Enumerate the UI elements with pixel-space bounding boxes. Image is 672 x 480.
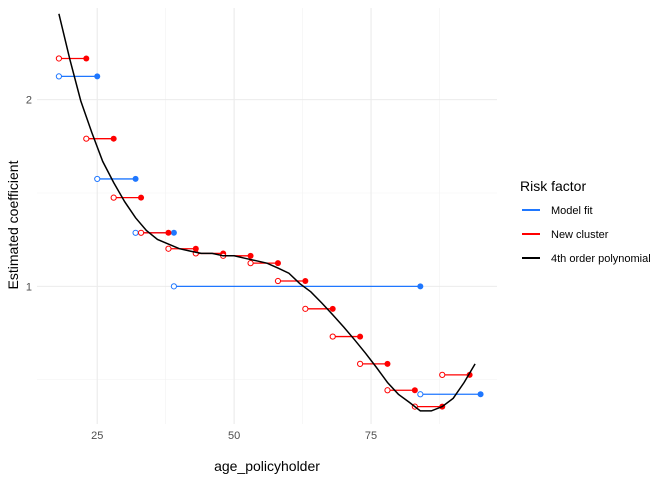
model-fit-open-point [417,391,424,398]
model-fit-open-point [170,283,178,290]
new-cluster-open-point [356,360,364,367]
axes: 25 50 75 1 2 [26,95,377,442]
model-fit-closed-point [132,175,139,182]
model-fit-closed-point [170,229,177,236]
new-cluster-closed-point [165,229,172,236]
new-cluster-open-point [384,387,391,394]
x-tick-label: 75 [365,430,377,442]
new-cluster-open-point [302,305,309,312]
model-fit-closed-point [94,73,101,80]
y-tick-label: 1 [26,281,32,293]
new-cluster-closed-point [329,305,336,312]
new-cluster-closed-point [274,260,281,267]
new-cluster-open-point [165,245,172,252]
model-fit-closed-point [417,283,424,290]
new-cluster-open-point [137,229,145,236]
new-cluster-open-point [55,55,63,62]
new-cluster-open-point [329,333,336,340]
new-cluster-closed-point [302,278,309,285]
x-tick-label: 25 [91,430,103,442]
y-axis-title: Estimated coefficient [5,160,21,289]
new-cluster-closed-point [384,360,391,367]
x-tick-label: 50 [228,430,240,442]
new-cluster-closed-point [357,333,364,340]
new-cluster-closed-point [192,245,199,252]
new-cluster-open-point [274,277,282,285]
grid [37,8,497,424]
x-axis-title: age_policyholder [214,458,320,474]
model-fit-closed-point [477,391,484,398]
legend-label-new-cluster: New cluster [551,229,609,241]
legend-label-model-fit: Model fit [551,205,593,217]
plot-area [55,13,484,412]
y-tick-label: 2 [26,95,32,107]
new-cluster-closed-point [411,387,418,394]
new-cluster-open-point [83,135,90,142]
new-cluster-closed-point [138,194,145,201]
new-cluster-open-point [439,371,446,378]
new-cluster-closed-point [83,55,90,62]
legend-label-polynomial: 4th order polynomial [551,253,651,265]
legend-title: Risk factor [520,178,586,194]
new-cluster-open-point [247,260,254,267]
model-fit-open-point [55,73,63,80]
new-cluster-open-point [110,194,117,201]
model-fit-open-point [132,229,139,236]
new-cluster-closed-point [247,252,254,259]
model-fit-open-point [94,175,101,183]
polynomial-line [58,13,476,412]
legend: Risk factor Model fit New cluster 4th or… [520,178,651,265]
new-cluster-closed-point [110,135,117,142]
